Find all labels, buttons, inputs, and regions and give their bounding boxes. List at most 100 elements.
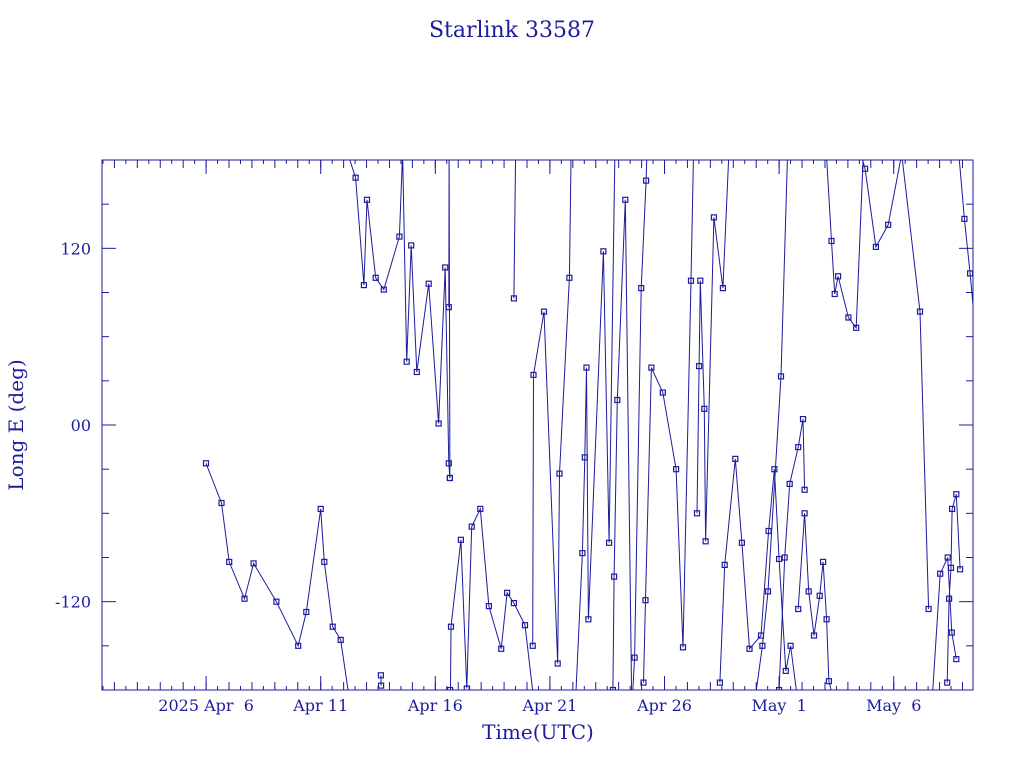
data-point — [485, 602, 492, 610]
data-point — [765, 527, 772, 535]
data-point — [945, 595, 953, 602]
data-point — [786, 480, 793, 487]
data-point — [521, 622, 529, 629]
data-point — [787, 642, 794, 649]
x-tick-label: 2025 Apr 6 — [158, 696, 254, 715]
data-point — [659, 389, 666, 396]
x-tick-label: Apr 26 — [636, 696, 692, 715]
data-point — [540, 308, 548, 315]
series-line — [450, 507, 534, 690]
data-point — [781, 554, 788, 561]
data-point — [693, 510, 701, 517]
series-line — [349, 160, 451, 479]
data-point — [446, 474, 453, 482]
data-point — [925, 605, 932, 613]
data-point — [605, 539, 613, 546]
series-line — [448, 160, 451, 479]
data-point — [396, 233, 403, 240]
data-point — [961, 215, 968, 222]
data-point — [771, 466, 778, 473]
data-point — [498, 645, 505, 652]
data-point — [640, 679, 647, 686]
data-point — [697, 277, 704, 284]
data-point — [795, 605, 802, 613]
data-point — [801, 510, 808, 517]
series-line — [696, 160, 730, 542]
data-point — [1020, 358, 1024, 363]
data-point — [638, 285, 645, 292]
data-point — [363, 196, 371, 203]
data-point — [295, 642, 302, 649]
series-line — [826, 160, 864, 330]
data-point — [732, 455, 739, 462]
x-tick-label: May 6 — [866, 696, 921, 715]
data-point — [672, 466, 680, 473]
data-point — [566, 274, 573, 281]
data-point — [445, 304, 452, 311]
data-point — [825, 678, 833, 685]
data-point — [834, 273, 842, 280]
data-point — [530, 371, 537, 378]
series-line — [958, 160, 973, 311]
y-tick-label: -120 — [55, 593, 91, 612]
data-point — [600, 248, 607, 255]
data-point — [993, 567, 998, 572]
data-point — [614, 396, 621, 404]
data-point — [738, 539, 746, 546]
series-line — [612, 160, 648, 690]
data-point — [378, 682, 385, 689]
data-point — [579, 549, 586, 557]
data-point — [648, 364, 655, 371]
data-point — [828, 237, 835, 245]
data-point — [403, 358, 410, 365]
data-point — [413, 368, 420, 376]
data-point — [795, 444, 802, 451]
data-point — [710, 214, 718, 221]
y-tick-label: 00 — [71, 416, 91, 435]
series-line — [932, 557, 957, 690]
data-point — [937, 570, 944, 577]
data-point — [953, 655, 960, 663]
data-point — [799, 416, 807, 423]
data-point — [556, 470, 563, 477]
data-point — [695, 363, 703, 370]
data-point — [944, 554, 951, 561]
data-point — [947, 564, 955, 571]
data-point — [610, 573, 618, 580]
data-point — [445, 460, 452, 467]
data-point — [226, 558, 233, 566]
plot-area — [202, 160, 1024, 690]
data-point — [408, 242, 415, 249]
series-line — [532, 160, 572, 664]
data-point — [425, 280, 432, 287]
data-point — [435, 420, 442, 427]
data-point — [504, 589, 511, 596]
data-point — [202, 460, 210, 467]
y-tick-label: 120 — [60, 239, 91, 258]
axis-ticks: 2025 Apr 6 Apr 11 Apr 16 Apr 21 Apr 26 May 1 M… — [55, 160, 973, 715]
data-point — [457, 536, 464, 543]
data-point — [845, 314, 852, 321]
data-point — [701, 405, 708, 412]
data-point — [468, 523, 475, 530]
data-point — [352, 174, 359, 181]
series-line — [946, 494, 961, 683]
data-point — [218, 499, 225, 507]
data-point — [609, 686, 617, 690]
series-line — [755, 160, 788, 690]
x-tick-label: Apr 16 — [407, 696, 463, 715]
data-point — [916, 308, 924, 315]
data-point — [764, 588, 772, 595]
data-point — [679, 644, 687, 651]
data-point — [853, 324, 860, 331]
plot-frame — [101, 159, 974, 691]
x-tick-label: May 1 — [751, 696, 806, 715]
data-point — [979, 408, 984, 413]
data-point — [831, 290, 838, 298]
x-axis-label: Time(UTC) — [482, 720, 594, 744]
data-point — [948, 629, 955, 636]
data-point — [329, 623, 336, 630]
data-point — [529, 642, 536, 649]
data-point — [442, 264, 449, 271]
